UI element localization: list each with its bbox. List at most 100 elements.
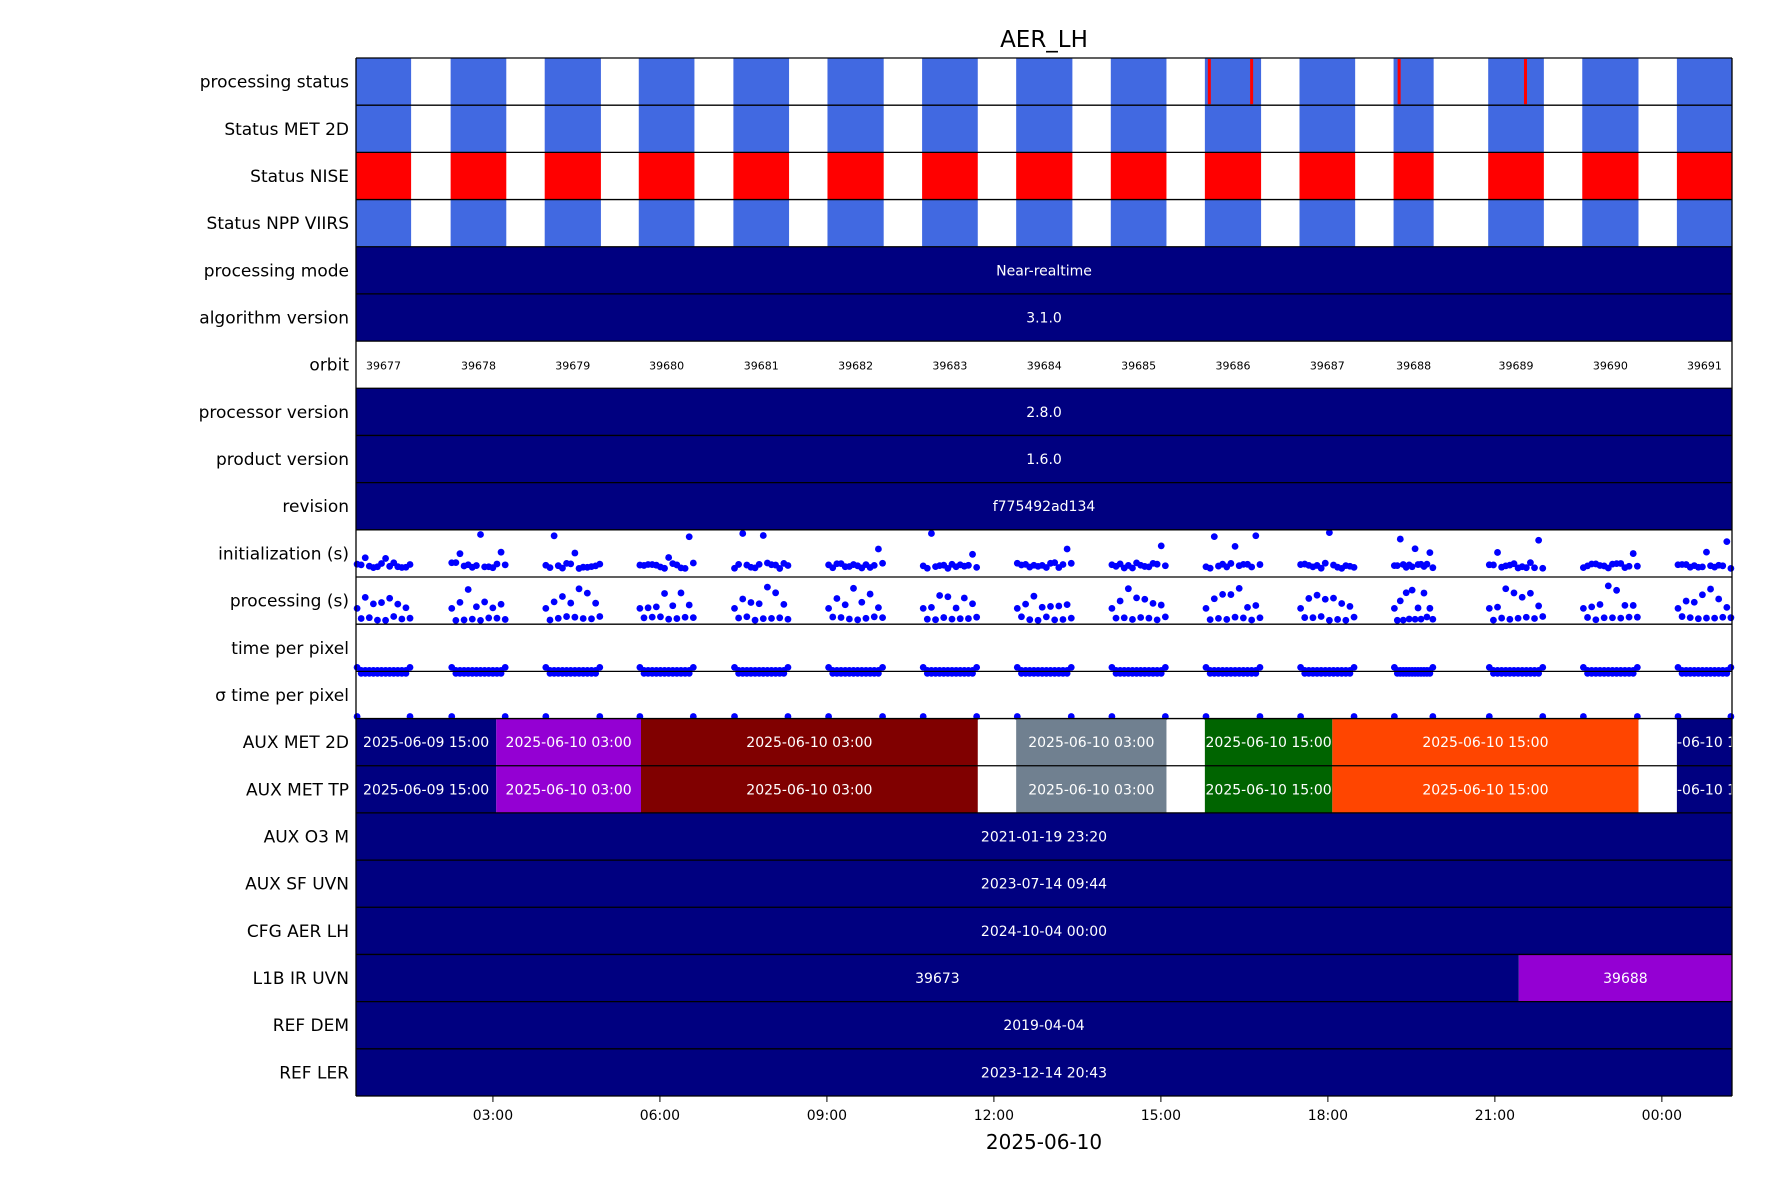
data-point [973, 663, 981, 671]
data-point [1719, 613, 1727, 621]
x-tick-label: 09:00 [807, 1108, 847, 1124]
row-revision: revision f775492ad134 [282, 482, 1732, 530]
data-point [1393, 616, 1401, 624]
data-point [969, 550, 976, 558]
segment-bar [1518, 954, 1732, 1002]
data-point [1342, 616, 1350, 624]
granule-bar [450, 58, 507, 106]
data-point [402, 604, 410, 612]
data-point [1498, 614, 1506, 622]
data-point [1604, 582, 1612, 590]
segment-label: 2023-07-14 09:44 [981, 877, 1107, 893]
data-point [1625, 562, 1633, 570]
data-point [1527, 589, 1534, 597]
granule-bar [638, 199, 695, 247]
granule-bar [1582, 152, 1639, 200]
frame-layer [355, 57, 1733, 1097]
segment-bar [356, 718, 497, 766]
row-processor-version: processor version 2.8.0 [199, 388, 1732, 436]
data-point [1301, 614, 1309, 621]
data-point [1161, 613, 1169, 621]
data-point [1325, 616, 1333, 624]
data-point [1317, 564, 1325, 572]
segment-bar [356, 293, 1732, 342]
segment-label: 2025-06-09 15:00 [363, 735, 489, 751]
data-point [1244, 603, 1251, 611]
orbit-label: 39691 [1687, 360, 1722, 373]
data-point [784, 615, 792, 623]
segment-label: 2025-06-09 15:00 [363, 782, 489, 798]
row-ref-ler: REF LER 2023-12-14 20:43 [279, 1048, 1732, 1096]
data-point [1108, 605, 1116, 612]
data-point [866, 590, 874, 598]
orbit-label: 39685 [1121, 360, 1156, 373]
data-point [940, 614, 948, 621]
data-point [1625, 613, 1633, 621]
data-point [1592, 616, 1600, 624]
data-point [1018, 613, 1025, 621]
granule-bar [922, 152, 978, 200]
granule-bar [1110, 152, 1167, 200]
granule-bar [827, 105, 884, 153]
orbit-label: 39689 [1499, 360, 1534, 373]
granule-bar [1393, 199, 1434, 247]
segment-label: 39673 [915, 971, 960, 987]
data-point [473, 603, 480, 611]
data-point [473, 562, 480, 569]
data-point [1346, 603, 1354, 610]
data-point [747, 599, 755, 606]
segment-bar [1332, 765, 1639, 813]
segment-label: 2025-06-10 03:00 [506, 782, 632, 798]
data-point [1703, 614, 1710, 622]
data-point [1256, 614, 1264, 622]
row-label: processing (s) [230, 592, 349, 612]
data-point [1579, 605, 1587, 612]
data-point [1727, 614, 1735, 622]
data-point [477, 531, 484, 538]
data-point [1633, 562, 1641, 570]
data-point [879, 614, 886, 622]
data-point [559, 564, 566, 572]
row-label: AUX MET 2D [243, 733, 349, 753]
data-point [1161, 562, 1169, 570]
data-point [596, 613, 604, 620]
data-point [1494, 603, 1501, 611]
granule-bar [1016, 58, 1073, 106]
granule-bar [356, 199, 412, 247]
data-point [1297, 605, 1305, 612]
segment-label: 2.8.0 [1026, 405, 1062, 421]
data-point [1596, 601, 1604, 608]
data-point [493, 614, 501, 622]
segment-label: 2025-06-10 03:00 [1028, 782, 1154, 798]
data-point [965, 561, 972, 569]
data-point [497, 548, 505, 556]
data-point [1051, 616, 1059, 624]
data-point [550, 532, 558, 540]
data-point [386, 594, 394, 602]
data-point [1161, 663, 1169, 671]
data-point [1129, 564, 1136, 572]
data-point [1215, 614, 1222, 622]
segment-bar [640, 765, 978, 813]
data-point [1330, 594, 1337, 602]
data-point [833, 595, 841, 602]
data-point [1727, 663, 1735, 671]
granule-bar [922, 199, 978, 247]
granule-bar [1110, 58, 1167, 106]
data-point [731, 605, 738, 612]
row-l1b-ir-uvn: L1B IR UVN 39673 39688 [253, 954, 1732, 1002]
data-point [1426, 549, 1434, 557]
data-point [1124, 585, 1132, 593]
row-label: processing mode [204, 261, 349, 281]
segment-bar [640, 718, 978, 766]
data-point [1116, 597, 1124, 605]
rows-layer: processing status Status MET 2D Status NIS… [199, 58, 1768, 1096]
segment-label: 2025-06-10 15:00 [1422, 735, 1548, 751]
data-point [1485, 605, 1493, 612]
data-point [382, 616, 389, 624]
data-point [1141, 595, 1149, 603]
data-point [1157, 601, 1165, 609]
data-point [501, 616, 509, 623]
data-point [944, 593, 952, 601]
segment-bar [356, 435, 1732, 483]
